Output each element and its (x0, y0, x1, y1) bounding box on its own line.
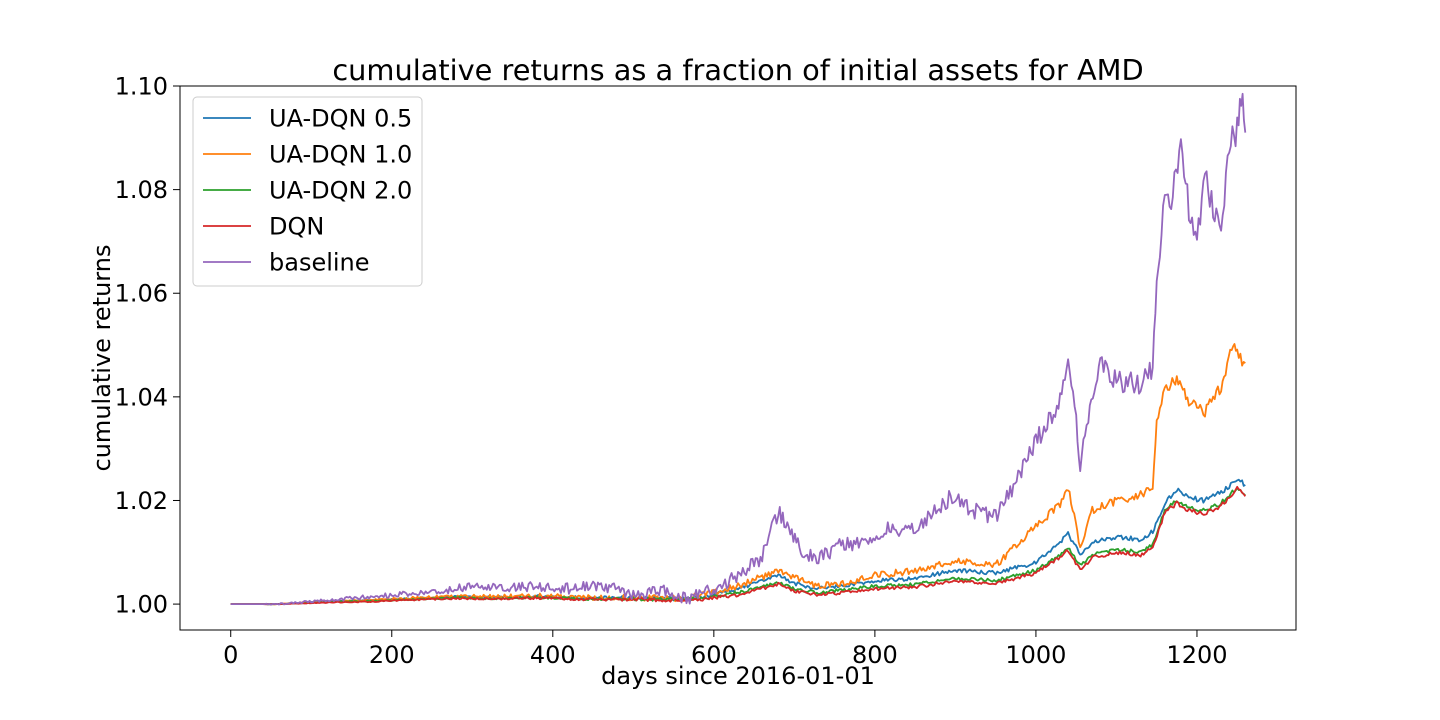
plot-frame (179, 85, 1297, 631)
x-tick-label: 0 (223, 641, 238, 669)
x-tick-label: 1000 (1005, 641, 1066, 669)
x-tick-label: 800 (852, 641, 898, 669)
y-tick-label: 1.10 (115, 73, 168, 101)
x-axis-label: days since 2016-01-01 (601, 662, 875, 690)
x-tick-label: 600 (691, 641, 737, 669)
series-line-baseline (230, 92, 1247, 606)
y-tick-label: 1.08 (115, 176, 168, 204)
x-tick-label: 400 (530, 641, 576, 669)
y-tick-label: 1.06 (115, 280, 168, 308)
x-tick-label: 200 (369, 641, 415, 669)
chart-title: cumulative returns as a fraction of init… (332, 53, 1143, 87)
y-axis-ticks: 1.00 1.02 1.04 1.06 1.08 1.10 (115, 73, 180, 619)
legend-label: UA-DQN 2.0 (269, 177, 412, 205)
x-axis-ticks: 0 200 400 600 800 1000 1200 (223, 630, 1228, 669)
legend-label: baseline (269, 249, 370, 277)
legend-label: UA-DQN 0.5 (269, 105, 412, 133)
y-tick-label: 1.00 (115, 591, 168, 619)
plot-lines (230, 92, 1247, 606)
series-line-dqn (230, 485, 1247, 606)
legend-label: UA-DQN 1.0 (269, 141, 412, 169)
y-axis-label: cumulative returns (88, 245, 116, 472)
legend-box (192, 96, 423, 287)
y-tick-label: 1.02 (115, 487, 168, 515)
series-line-ua-dqn-1-0 (230, 343, 1246, 606)
legend: UA-DQN 0.5 UA-DQN 1.0 UA-DQN 2.0 DQN baselin… (192, 96, 423, 287)
y-tick-label: 1.04 (115, 383, 168, 411)
legend-label: DQN (269, 213, 324, 241)
x-tick-label: 1200 (1166, 641, 1227, 669)
